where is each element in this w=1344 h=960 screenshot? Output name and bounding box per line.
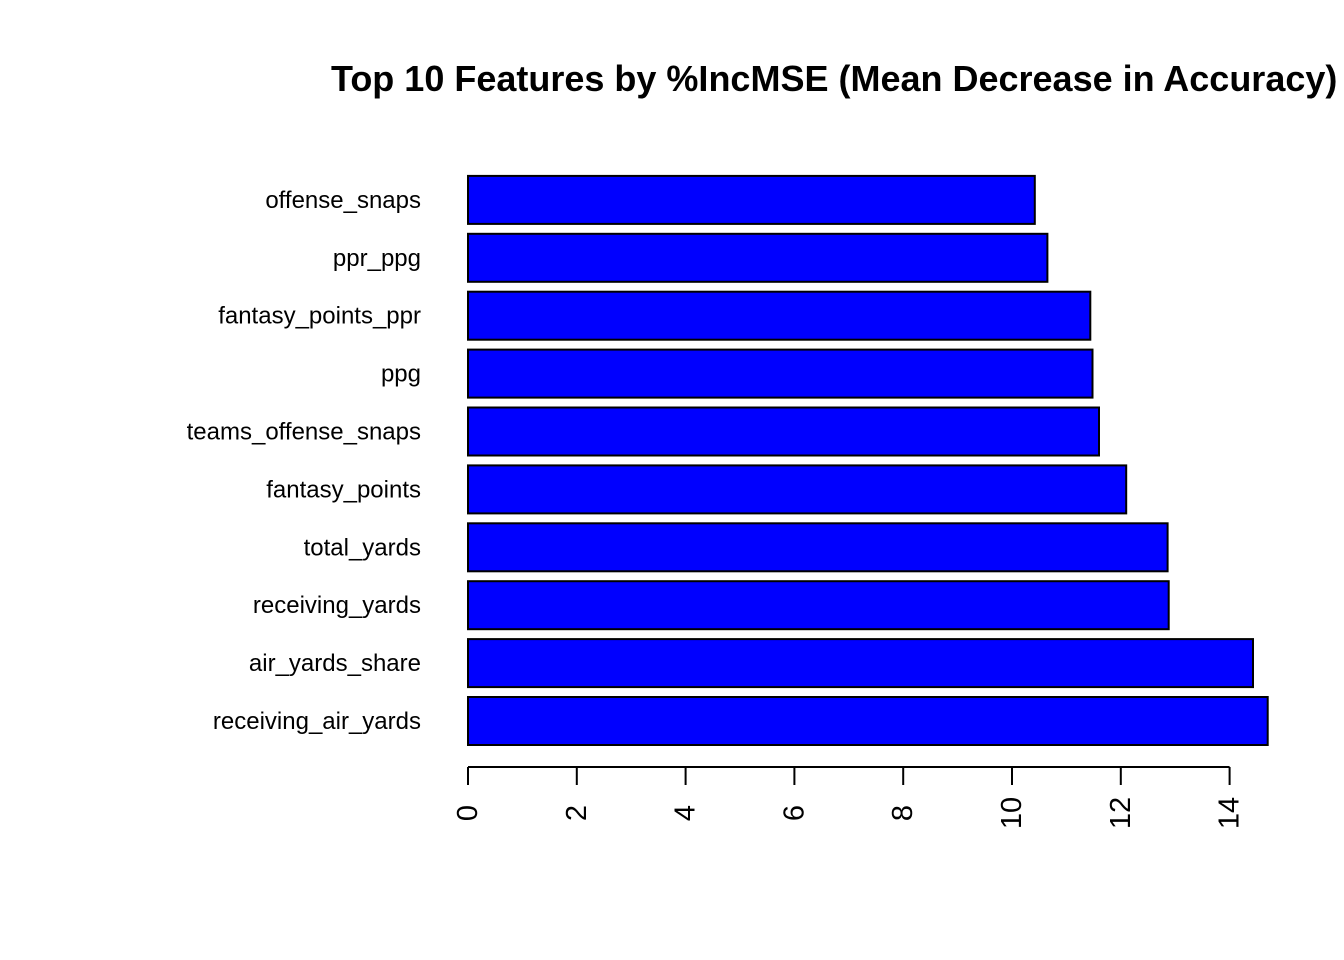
category-label: fantasy_points_ppr (218, 303, 421, 330)
x-tick-label: 0 (452, 805, 484, 821)
x-axis-ticks-group: 0 2 4 6 8 10 12 14 (452, 767, 1246, 829)
bar-fantasy-points (467, 464, 1128, 515)
x-tick-label: 6 (778, 805, 810, 821)
chart-title: Top 10 Features by %IncMSE (Mean Decreas… (331, 58, 1337, 99)
bar-air-yards-share (467, 638, 1254, 689)
category-label: fantasy_points (266, 476, 421, 503)
x-tick-label: 2 (561, 805, 593, 821)
category-label: receiving_yards (253, 592, 421, 619)
x-tick-label: 14 (1214, 797, 1246, 829)
category-labels-group: receiving_air_yards air_yards_share receiv… (187, 187, 421, 735)
bar-receiving-yards (467, 580, 1170, 631)
bar-total-yards (467, 522, 1169, 573)
bar-fantasy-points-ppr (467, 290, 1092, 341)
category-label: offense_snaps (265, 187, 421, 214)
bar-receiving-air-yards (467, 696, 1269, 746)
x-tick-label: 8 (887, 805, 919, 821)
bar-offense-snaps (467, 174, 1036, 225)
x-tick-label: 4 (670, 805, 702, 821)
bar-ppg (467, 348, 1094, 399)
category-label: ppg (381, 361, 421, 388)
category-label: receiving_air_yards (213, 708, 421, 735)
category-label: teams_offense_snaps (187, 419, 421, 446)
category-label: total_yards (304, 534, 421, 561)
bars-group (467, 174, 1269, 746)
x-tick-label: 10 (996, 797, 1028, 829)
category-label: ppr_ppg (333, 245, 421, 272)
x-tick-label: 12 (1105, 797, 1137, 829)
bar-teams-offense-snaps (467, 406, 1100, 457)
bar-ppr-ppg (467, 232, 1049, 283)
category-label: air_yards_share (249, 650, 421, 677)
